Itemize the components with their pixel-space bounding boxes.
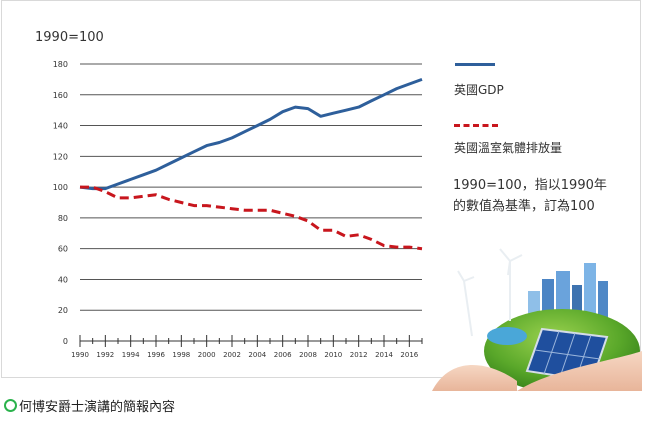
- y-tick-label: 180: [53, 60, 68, 69]
- legend-label-emissions: 英國溫室氣體排放量: [454, 141, 563, 155]
- note-line-2: 的數值為基準，訂為100: [453, 199, 595, 214]
- x-tick-label: 2016: [400, 351, 418, 359]
- globe-in-hands-illustration: [432, 248, 642, 391]
- chart-note: 1990=100，指以1990年 的數值為基準，訂為100: [453, 175, 633, 217]
- x-tick-label: 1992: [96, 351, 114, 359]
- y-tick-label: 140: [53, 122, 68, 131]
- legend-swatch-emissions: [454, 124, 498, 127]
- series-line-emissions: [80, 185, 423, 251]
- x-tick-label: 1990: [71, 351, 89, 359]
- legend-swatch-gdp: [455, 63, 495, 66]
- y-tick-label: 120: [53, 152, 68, 161]
- y-tick-label: 60: [58, 245, 68, 254]
- circle-bullet-icon: [4, 399, 17, 412]
- chart-series: [79, 77, 423, 251]
- x-tick-label: 1998: [172, 351, 190, 359]
- series-line-gdp: [79, 77, 423, 191]
- x-tick-label: 2000: [198, 351, 216, 359]
- caption-text: 何博安爵士演講的簡報內容: [19, 400, 176, 415]
- chart-axes: 0 20 40 60 80 100 120 140 160 180 1990 1992 1994 1996…: [53, 60, 423, 359]
- note-line-1: 1990=100，指以1990年: [453, 178, 607, 193]
- line-chart: 0 20 40 60 80 100 120 140 160 180 1990 1992 1994 1996…: [35, 30, 423, 359]
- x-tick-label: 1994: [122, 351, 140, 359]
- x-tick-label: 2012: [350, 351, 368, 359]
- y-tick-label: 160: [53, 91, 68, 100]
- x-tick-label: 2006: [274, 351, 292, 359]
- y-tick-label: 0: [63, 337, 68, 346]
- caption: 何博安爵士演講的簡報內容: [4, 396, 175, 415]
- y-axis-label: 1990=100: [35, 30, 104, 45]
- x-tick-label: 2014: [375, 351, 393, 359]
- y-tick-label: 20: [58, 306, 68, 315]
- chart-grid: [80, 63, 422, 311]
- y-tick-label: 40: [58, 275, 68, 284]
- legend-label-gdp: 英國GDP: [454, 83, 504, 97]
- x-tick-label: 2002: [223, 351, 241, 359]
- x-tick-label: 2008: [299, 351, 317, 359]
- y-tick-label: 100: [53, 183, 68, 192]
- x-tick-label: 2010: [324, 351, 342, 359]
- x-tick-label: 1996: [147, 351, 165, 359]
- x-tick-label: 2004: [248, 351, 266, 359]
- chart-frame: 0 20 40 60 80 100 120 140 160 180 1990 1992 1994 1996…: [1, 0, 642, 391]
- y-tick-label: 80: [58, 214, 68, 223]
